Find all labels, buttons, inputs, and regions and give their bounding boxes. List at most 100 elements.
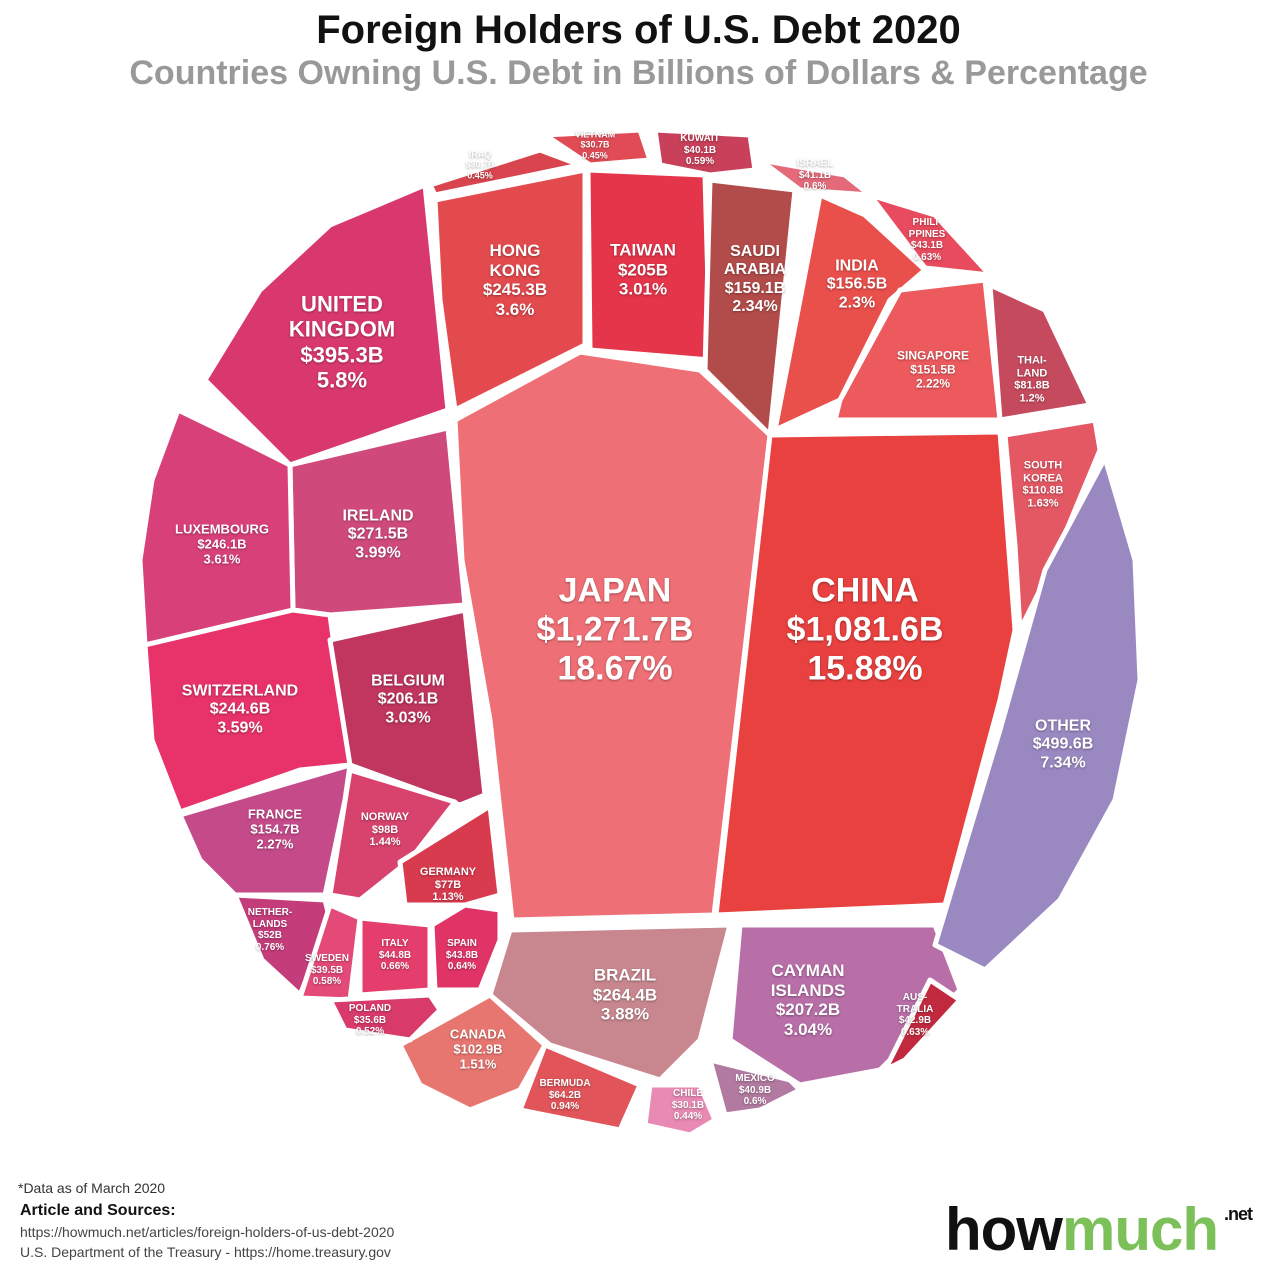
category: AUS-TRALIA	[896, 992, 934, 1015]
cell	[757, 157, 873, 198]
percent-label: 1.44%	[369, 836, 401, 849]
subtitle: Countries Owning U.S. Debt in Billions o…	[129, 54, 1148, 92]
percent-label: 2.34%	[732, 298, 778, 316]
cell-label: INDIA $156.5B 2.3%	[827, 257, 888, 312]
category: BERMUDA	[539, 1077, 591, 1089]
value-label: $30.7B	[465, 159, 495, 170]
cell-label: AUS-TRALIA $42.9B 0.63%	[897, 992, 934, 1038]
value-label: $81.8B	[1014, 380, 1050, 392]
value-label: $264.4B	[592, 985, 658, 1005]
value-label: $64.2B	[548, 1089, 582, 1101]
percent-label: 3.99%	[355, 544, 401, 562]
cell	[642, 1082, 718, 1138]
cell-label: IRAQ $30.7B 0.45%	[465, 149, 494, 180]
category: CAYMAN ISLANDS	[770, 960, 846, 1000]
category: THAI-LAND	[1016, 354, 1048, 380]
value-label: $102.9B	[453, 1041, 503, 1057]
value-label: $1,271.7B	[536, 610, 694, 649]
cell-label: SINGAPORE $151.5B 2.22%	[897, 349, 969, 390]
cell-label: LUXEMBOURG $246.1B 3.61%	[175, 521, 269, 568]
value-label: $52B	[258, 930, 282, 941]
percent-label: 0.6%	[803, 180, 827, 192]
cell	[327, 767, 458, 903]
cell	[542, 127, 653, 168]
category: OTHER	[1035, 717, 1091, 735]
cell-label: NETHER-LANDS $52B 0.76%	[248, 907, 292, 953]
cell	[397, 803, 503, 908]
cell-label: BRAZIL $264.4B 3.88%	[593, 966, 657, 1025]
percent-label: 3.6%	[495, 299, 535, 319]
cell	[867, 192, 993, 278]
category: KUWAIT	[680, 132, 720, 144]
cell	[987, 282, 1093, 423]
value-label: $246.1B	[197, 536, 247, 552]
category: FRANCE	[247, 806, 303, 822]
logo-text: .net	[1224, 1204, 1253, 1224]
category: SWITZERLAND	[181, 682, 299, 700]
value-label: $159.1B	[724, 280, 786, 297]
percent-label: 3.04%	[783, 1019, 833, 1039]
percent-label: 0.58%	[312, 975, 342, 987]
note: *Data as of March 2020	[18, 1180, 166, 1196]
category: CHINA	[811, 571, 919, 610]
value-label: $151.5B	[910, 362, 956, 377]
title: Foreign Holders of U.S. Debt 2020	[316, 8, 961, 52]
cell-label: FRANCE $154.7B 2.27%	[247, 806, 303, 853]
cell-label: CHILE $30.1B 0.44%	[672, 1088, 704, 1123]
value-label: $271.5B	[347, 525, 409, 543]
percent-label: 2.3%	[838, 294, 876, 312]
value-label: $205B	[617, 260, 669, 280]
cell	[427, 147, 583, 198]
value-label: $43.8B	[445, 949, 479, 961]
category: IRELAND	[342, 507, 414, 525]
category: VIETNAM	[574, 129, 616, 140]
percent-label: 2.27%	[256, 836, 294, 852]
cell-label: CAYMAN ISLANDS $207.2B 3.04%	[771, 961, 846, 1039]
cell-label: CHINA $1,081.6B 15.88%	[787, 571, 944, 688]
value-label: $1,081.6B	[786, 610, 944, 649]
category: ITALY	[381, 937, 409, 949]
value-label: $156.5B	[826, 275, 888, 293]
percent-label: 0.6%	[743, 1095, 767, 1107]
cell	[707, 1057, 803, 1118]
category: NORWAY	[360, 811, 410, 824]
cell-label: SWITZERLAND $244.6B 3.59%	[182, 682, 298, 737]
value-label: $39.5B	[310, 964, 344, 976]
cell	[327, 607, 488, 808]
category: NETHER-LANDS	[247, 907, 293, 930]
source: U.S. Department of the Treasury - https:…	[20, 1244, 391, 1260]
value-label: $244.6B	[209, 700, 271, 718]
cell	[702, 177, 798, 438]
cell-label: SPAIN $43.8B 0.64%	[446, 938, 478, 973]
cell-label: CANADA $102.9B 1.51%	[450, 1027, 506, 1073]
cell-label: HONG KONG $245.3B 3.6%	[483, 241, 547, 319]
cell-label: POLAND $35.6B 0.52%	[349, 1003, 391, 1038]
percent-label: 3.03%	[385, 709, 431, 727]
category: SWEDEN	[305, 952, 349, 964]
category: BRAZIL	[593, 965, 657, 985]
percent-label: 1.51%	[459, 1056, 497, 1072]
cell	[429, 902, 503, 993]
percent-label: 1.63%	[1027, 497, 1059, 510]
cell-label: ITALY $44.8B 0.66%	[379, 938, 411, 973]
cell-label: TAIWAN $205B 3.01%	[610, 241, 676, 300]
value-label: $77B	[434, 878, 462, 891]
value-label: $40.1B	[683, 144, 717, 156]
value-label: $40.9B	[738, 1084, 772, 1096]
percent-label: 2.22%	[915, 375, 951, 390]
category: GERMANY	[419, 866, 477, 879]
value-label: $154.7B	[250, 821, 300, 837]
category: HONG KONG	[489, 240, 541, 280]
percent-label: 3.59%	[217, 719, 263, 737]
value-label: $44.8B	[378, 949, 412, 961]
category: LUXEMBOURG	[175, 521, 269, 537]
percent-label: 0.59%	[685, 155, 715, 167]
cell	[517, 1042, 643, 1133]
category: INDIA	[835, 257, 879, 275]
category: BELGIUM	[371, 672, 445, 690]
percent-label: 0.63%	[900, 1026, 930, 1038]
cell	[142, 607, 353, 815]
cell	[327, 992, 443, 1043]
percent-label: 0.44%	[673, 1110, 703, 1122]
value-label: $35.6B	[353, 1014, 387, 1026]
